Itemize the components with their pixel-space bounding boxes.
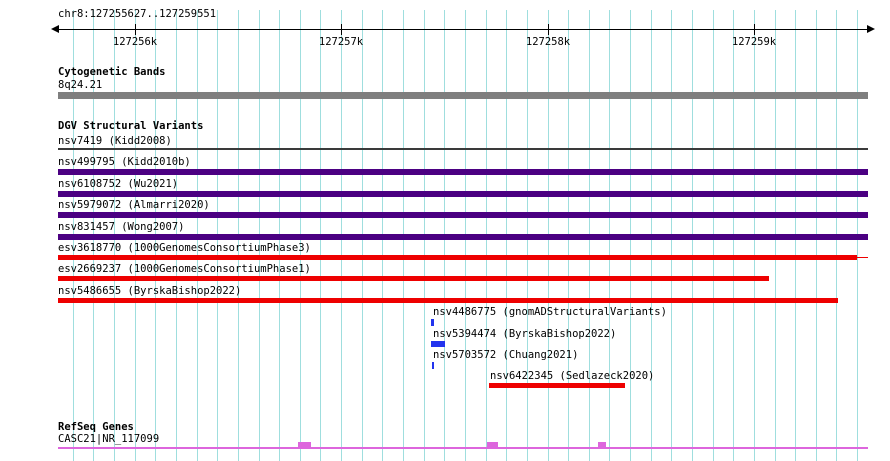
gene-exon[interactable] (598, 442, 606, 449)
ruler-tick-label: 127257k (318, 36, 364, 48)
ruler-tick (548, 24, 549, 35)
variant-label[interactable]: nsv7419 (Kidd2008) (58, 135, 172, 147)
variant-label[interactable]: nsv499795 (Kidd2010b) (58, 156, 191, 168)
gene-line[interactable] (58, 447, 868, 449)
ruler-tick-label: 127258k (525, 36, 571, 48)
ruler-left-arrow-icon (51, 25, 59, 33)
variant-bar[interactable] (58, 255, 857, 260)
variant-bar[interactable] (58, 169, 868, 175)
variant-bar[interactable] (58, 276, 769, 281)
variant-bar[interactable] (58, 212, 868, 218)
dgv-structural-variants-title: DGV Structural Variants (58, 120, 204, 132)
variant-label[interactable]: esv3618770 (1000GenomesConsortiumPhase3) (58, 242, 311, 254)
variant-bar[interactable] (431, 341, 445, 347)
variant-label[interactable]: nsv6108752 (Wu2021) (58, 178, 179, 190)
variant-bar[interactable] (432, 362, 434, 369)
variant-label[interactable]: nsv6422345 (Sedlazeck2020) (490, 370, 655, 382)
cytogenetic-band-label: 8q24.21 (58, 79, 103, 91)
variant-label[interactable]: nsv831457 (Wong2007) (58, 221, 185, 233)
variant-bar[interactable] (58, 234, 868, 240)
variant-label[interactable]: nsv5979072 (Almarri2020) (58, 199, 210, 211)
ruler-right-arrow-icon (867, 25, 875, 33)
gene-exon[interactable] (487, 442, 498, 449)
ruler-tick (341, 24, 342, 35)
variant-bar[interactable] (489, 383, 625, 388)
variant-bar[interactable] (431, 319, 434, 326)
region-label: chr8:127255627..127259551 (58, 8, 217, 20)
ruler-tick (135, 24, 136, 35)
ruler-tick (754, 24, 755, 35)
refseq-genes-title: RefSeq Genes (58, 421, 134, 433)
refseq-gene-label[interactable]: CASC21|NR_117099 (58, 433, 160, 445)
ruler-tick-label: 127256k (112, 36, 158, 48)
variant-bar-tail (857, 257, 868, 258)
ruler-line (58, 29, 868, 30)
gene-exon[interactable] (298, 442, 311, 449)
cytogenetic-bands-title: Cytogenetic Bands (58, 66, 166, 78)
variant-bar[interactable] (58, 148, 868, 150)
variant-bar[interactable] (58, 298, 838, 303)
variant-label[interactable]: nsv5394474 (ByrskaBishop2022) (433, 328, 617, 340)
variant-label[interactable]: nsv5486655 (ByrskaBishop2022) (58, 285, 242, 297)
cytogenetic-band-bar (58, 92, 868, 99)
ruler-tick-label: 127259k (731, 36, 777, 48)
variant-label[interactable]: esv2669237 (1000GenomesConsortiumPhase1) (58, 263, 311, 275)
variant-label[interactable]: nsv5703572 (Chuang2021) (433, 349, 579, 361)
variant-label[interactable]: nsv4486775 (gnomADStructuralVariants) (433, 306, 667, 318)
variant-bar[interactable] (58, 191, 868, 197)
